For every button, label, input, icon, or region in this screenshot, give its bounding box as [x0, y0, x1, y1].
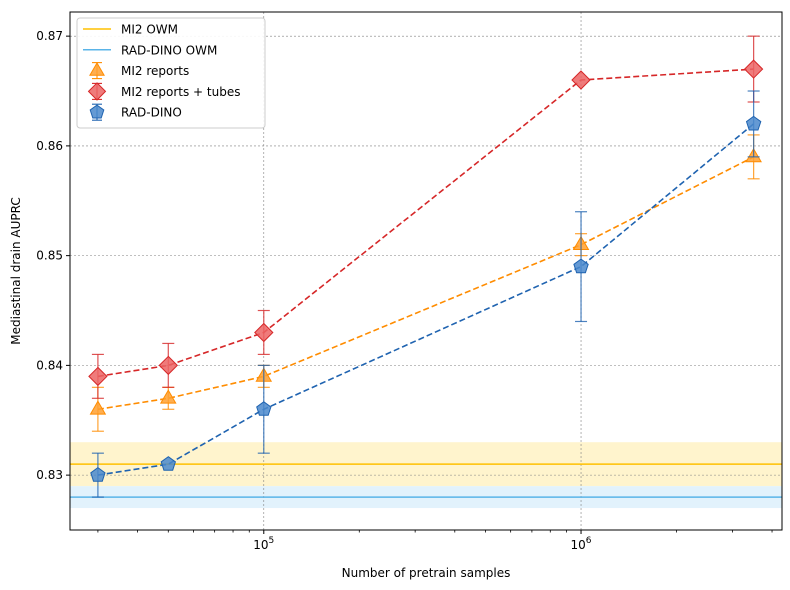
- y-tick-label: 0.84: [36, 358, 63, 372]
- data-point: [256, 401, 272, 416]
- data-point: [158, 355, 179, 376]
- legend-frame: [76, 17, 266, 129]
- x-tick-label: 105: [253, 536, 274, 552]
- data-point: [159, 389, 177, 404]
- data-point: [254, 322, 274, 343]
- y-tick-label: 0.83: [36, 468, 63, 482]
- legend-marker: [89, 104, 105, 119]
- baseline-lines: [70, 463, 782, 498]
- x-axis-label: Number of pretrain samples: [342, 566, 511, 580]
- y-tick-label: 0.85: [36, 249, 63, 263]
- data-point: [160, 456, 176, 471]
- data-point: [88, 366, 108, 387]
- gridlines: [70, 12, 782, 530]
- axis-ticks: 0.83 0.84 0.85 0.86 0.87 105 106: [36, 29, 773, 552]
- series-2: [90, 90, 762, 498]
- plot-frame: [69, 11, 783, 531]
- legend-marker: [87, 82, 107, 101]
- series-line-0: [97, 156, 754, 411]
- data-point: [89, 400, 107, 415]
- data-point: [743, 59, 764, 79]
- y-tick-label: 0.86: [36, 139, 63, 153]
- legend-label: MI2 reports: [121, 64, 189, 78]
- data-point: [745, 115, 762, 131]
- data-point: [571, 70, 591, 90]
- y-tick-label: 0.87: [36, 29, 63, 43]
- legend-label: RAD-DINO OWM: [121, 43, 217, 57]
- y-axis-label: Mediastinal drain AUPRC: [9, 197, 23, 344]
- series-layer: [88, 35, 764, 498]
- data-point: [90, 466, 106, 482]
- legend: MI2 OWM RAD-DINO OWM MI2 reports MI2 report…: [76, 17, 266, 129]
- series-1: [88, 35, 764, 399]
- legend-marker: [89, 62, 105, 76]
- data-point: [573, 258, 589, 274]
- legend-label: RAD-DINO: [121, 106, 182, 120]
- x-tick-label: 106: [571, 536, 592, 552]
- legend-label: MI2 OWM: [121, 23, 178, 37]
- legend-label: MI2 reports + tubes: [121, 85, 241, 99]
